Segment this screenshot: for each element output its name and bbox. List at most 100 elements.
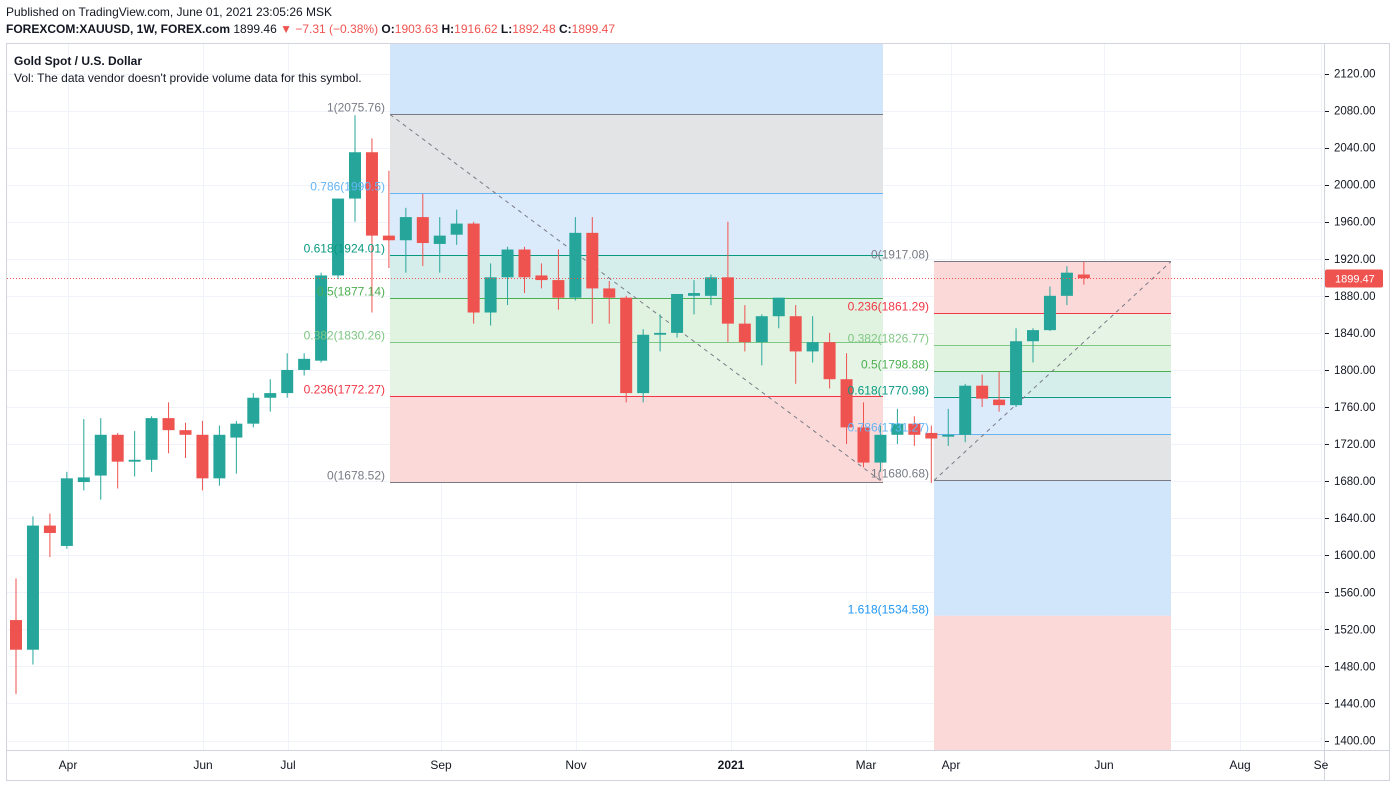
y-tick-label: 1880.00: [1334, 291, 1376, 303]
close-value: 1899.47: [571, 22, 616, 36]
candle-body: [688, 293, 700, 296]
fib-zone: [390, 255, 883, 299]
candle-body: [349, 152, 361, 199]
fib-level-label: 1(2075.76): [327, 101, 385, 115]
low-value: 1892.48: [512, 22, 556, 36]
candle-body: [43, 525, 56, 533]
candle: [925, 425, 938, 483]
candle: [315, 272, 328, 363]
candle-body: [857, 427, 870, 463]
symbol-ohlc-bar: FOREXCOM:XAUUSD, 1W, FOREX.com 1899.46 ▼…: [6, 22, 615, 36]
x-tick-label: Jun: [193, 758, 212, 772]
candle-body: [145, 418, 158, 460]
chart-legend: Gold Spot / U.S. Dollar Vol: The data ve…: [14, 53, 362, 87]
symbol-label: FOREXCOM:XAUUSD, 1W, FOREX.com: [6, 22, 231, 36]
candle-body: [501, 249, 514, 278]
candle: [94, 418, 107, 500]
x-tick-label: 2021: [718, 758, 745, 772]
candle: [145, 416, 158, 472]
candle: [484, 263, 497, 326]
candle: [637, 329, 650, 403]
y-tick-label: 1400.00: [1334, 736, 1376, 748]
candle: [77, 419, 90, 491]
last-price-tag-box: [1325, 269, 1383, 288]
volume-note: Vol: The data vendor doesn't provide vol…: [14, 71, 362, 85]
candle-body: [1077, 274, 1090, 279]
time-axis[interactable]: Apr Jun Jul Sep Nov 2021 Mar Apr Jun Aug Se: [59, 758, 1329, 772]
candle-body: [264, 393, 277, 398]
fib-level-labels: 1(2075.76) 0.786(1990.5) 0.618(1924.01) 0.5…: [304, 101, 929, 617]
candle-body: [484, 277, 497, 313]
down-arrow-icon: ▼: [280, 22, 292, 36]
price-change: −7.31 (−0.38%): [295, 22, 379, 36]
candle: [993, 371, 1006, 412]
candle-body: [721, 277, 734, 324]
candle: [942, 408, 955, 446]
fib-level-label: 0.382(1826.77): [848, 332, 929, 346]
candle-body: [552, 280, 565, 298]
candle: [365, 138, 378, 313]
last-price-tag: 1899.47: [1325, 269, 1383, 288]
candle: [840, 353, 853, 445]
candle-body: [94, 434, 107, 476]
candle: [26, 516, 39, 665]
last-price: 1899.46: [233, 22, 277, 36]
candle-body: [874, 434, 887, 463]
fib-trendline[interactable]: [933, 261, 1172, 481]
candle: [399, 207, 412, 273]
candle: [823, 332, 836, 389]
candle: [1043, 286, 1056, 332]
candle: [959, 383, 972, 443]
fib-trendline[interactable]: [389, 114, 884, 483]
last-price-tag-text: 1899.47: [1335, 274, 1375, 286]
fib-level-label: 0.5(1798.88): [861, 358, 929, 372]
y-tick-label: 1960.00: [1334, 217, 1376, 229]
y-tick-label: 2040.00: [1334, 143, 1376, 155]
fib-retracement-zones[interactable]: [389, 44, 1172, 750]
candle-body: [823, 342, 836, 380]
candle-body: [382, 235, 395, 241]
candle-body: [26, 525, 39, 650]
fib-level-label: 0.236(1772.27): [304, 383, 385, 397]
candle: [1010, 328, 1023, 407]
candle: [772, 297, 785, 329]
fib-zone: [934, 345, 1171, 371]
y-tick-label: 1600.00: [1334, 550, 1376, 562]
candle: [450, 209, 463, 245]
candle: [43, 513, 56, 558]
x-tick-label: Nov: [565, 758, 586, 772]
x-tick-label: Apr: [59, 758, 78, 772]
open-value: 1903.63: [394, 22, 439, 36]
candle: [467, 221, 480, 324]
candle-body: [891, 423, 904, 435]
candle-body: [586, 232, 599, 289]
fib-zone: [390, 114, 883, 194]
candle: [755, 314, 768, 366]
candle: [60, 471, 73, 549]
close-label: C:: [558, 22, 572, 36]
candle: [196, 420, 209, 491]
y-tick-label: 1840.00: [1334, 328, 1376, 340]
candle: [738, 305, 751, 352]
price-axis[interactable]: 1400.00 1440.00 1480.00 1520.00 1560.00 1600.…: [1325, 69, 1376, 748]
fib-level-label: 0.236(1861.29): [848, 300, 929, 314]
x-tick-label: Mar: [856, 758, 877, 772]
fib-zone: [934, 396, 1171, 434]
candle-body: [1043, 295, 1056, 331]
x-tick-label: Apr: [942, 758, 961, 772]
fib-level-label: 1.618(1534.58): [848, 603, 929, 617]
candle-body: [518, 249, 531, 278]
candle: [298, 353, 311, 376]
candle-body: [925, 432, 938, 439]
fib-level-label: 1(1680.68): [871, 467, 929, 481]
candle-body: [976, 385, 989, 399]
fib-level-label: 0.382(1830.26): [304, 329, 385, 343]
y-tick-label: 1520.00: [1334, 624, 1376, 636]
candle: [416, 193, 429, 267]
candle: [874, 425, 887, 472]
candle-body: [738, 323, 751, 343]
candle: [213, 425, 226, 486]
y-tick-label: 1640.00: [1334, 513, 1376, 525]
candle-body: [569, 232, 582, 298]
